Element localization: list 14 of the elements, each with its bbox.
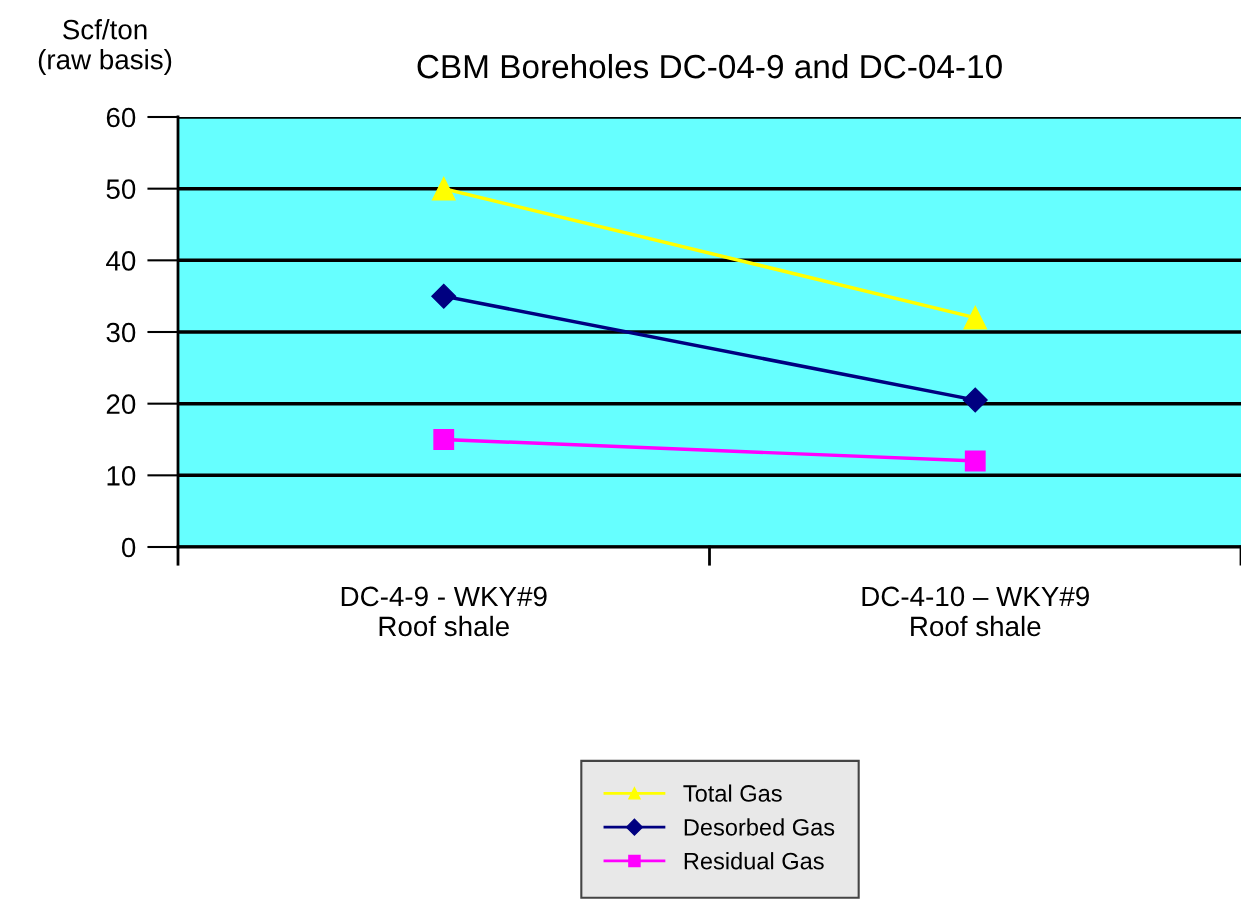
y-tick-label: 50 <box>106 179 136 200</box>
legend-label: Residual Gas <box>684 852 824 870</box>
y-tick-label: 60 <box>106 107 136 128</box>
legend-label: Total Gas <box>683 784 782 802</box>
legend-label: Desorbed Gas <box>684 818 835 836</box>
y-tick-label: 30 <box>106 322 136 343</box>
x-tick-label: DC-4-10 – WKY#9 Roof shale <box>862 586 1089 637</box>
y-tick-label: 0 <box>121 537 136 558</box>
y-tick-label: 20 <box>106 394 136 415</box>
y-tick-label: 10 <box>107 466 136 486</box>
chart-title: CBM Boreholes DC-04-9 and DC-04-10 <box>417 53 1002 79</box>
y-tick-label: 40 <box>106 251 136 271</box>
y-axis-title: Scf/ton (raw basis) <box>38 19 172 75</box>
x-tick-label: DC-4-9 - WKY#9 Roof shale <box>341 586 547 637</box>
